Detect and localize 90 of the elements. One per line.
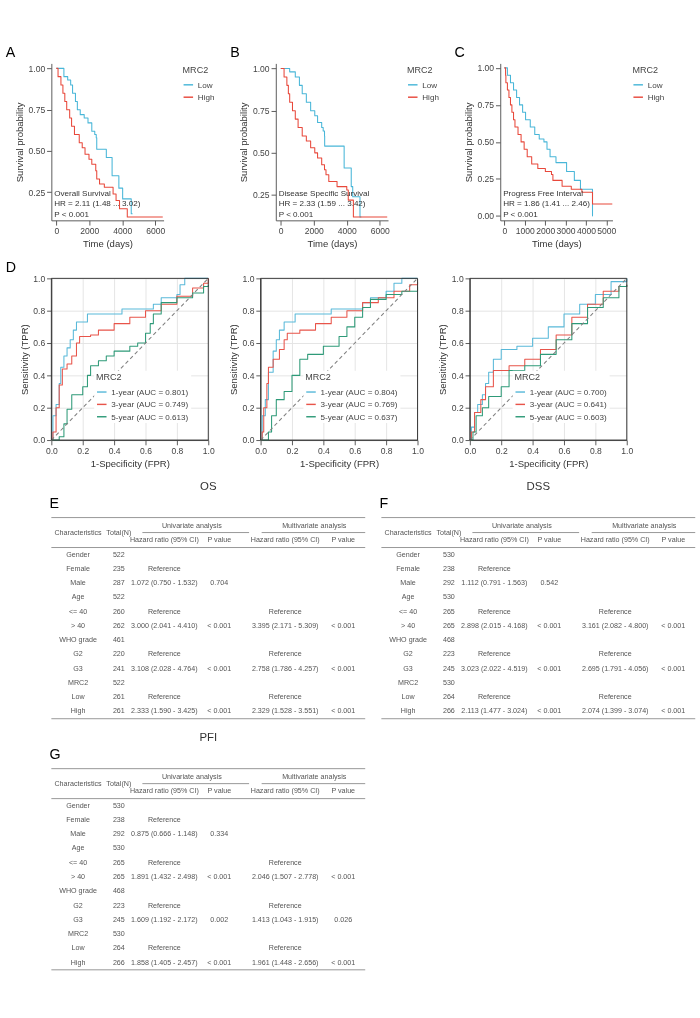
x-tick-label: 4000: [337, 226, 358, 237]
y-tick-label: 1.00: [252, 63, 270, 74]
y-tick-label: 0.6: [33, 338, 46, 349]
x-axis-title: Time (days): [307, 238, 358, 250]
x-tick-label: 2000: [536, 226, 556, 237]
x-axis-title: Time (days): [531, 238, 582, 250]
y-tick-label: 0.4: [242, 370, 255, 381]
x-tick-label: 0.2: [77, 445, 90, 456]
x-tick-label: 0.0: [45, 445, 59, 456]
text: D: [5, 258, 16, 275]
text: DSS: [526, 479, 551, 492]
x-tick-label: 2000: [304, 226, 324, 237]
x-tick-label: 6000: [370, 226, 391, 237]
y-tick-label: 0.25: [477, 174, 495, 185]
x-tick-label: 3000: [556, 226, 576, 237]
legend-title: MRC2: [305, 372, 331, 383]
y-axis-title: Sensitivity (TPR): [227, 324, 239, 396]
x-tick-label: 0.4: [108, 445, 121, 456]
legend-title: MRC2: [96, 372, 122, 383]
x-axis-title: 1-Specificity (FPR): [299, 458, 380, 470]
legend-title: MRC2: [182, 64, 209, 75]
x-tick-label: 0.2: [286, 445, 299, 456]
text: F: [379, 494, 389, 511]
x-tick-label: 0.0: [464, 445, 477, 456]
y-tick-label: 0.2: [242, 403, 255, 414]
y-tick-label: 0.75: [477, 100, 495, 111]
legend-title: MRC2: [407, 64, 433, 75]
y-tick-label: 0.2: [451, 403, 464, 414]
y-tick-label: 0.25: [252, 190, 270, 201]
x-tick-label: 0.4: [527, 445, 540, 456]
text: A: [5, 43, 16, 60]
legend-title: MRC2: [632, 64, 659, 75]
x-tick-label: 0: [278, 226, 284, 237]
x-axis-title: 1-Specificity (FPR): [509, 458, 589, 470]
text: PFI: [199, 730, 218, 743]
legend-title: MRC2: [514, 372, 541, 383]
y-tick-label: 1.0: [451, 273, 464, 284]
x-tick-label: 0.6: [558, 445, 571, 456]
text: B: [230, 43, 240, 60]
text: C: [454, 43, 465, 60]
y-tick-label: 0.8: [451, 306, 464, 317]
y-tick-label: 0.8: [33, 306, 46, 317]
x-tick-label: 0.8: [589, 445, 603, 456]
y-tick-label: 0.75: [28, 105, 46, 116]
y-tick-label: 0.50: [28, 146, 46, 157]
x-axis-title: 1-Specificity (FPR): [90, 458, 170, 470]
y-tick-label: 0.50: [252, 148, 270, 159]
x-tick-label: 0.4: [317, 445, 331, 456]
x-tick-label: 0: [502, 226, 508, 237]
x-tick-label: 1.0: [621, 445, 634, 456]
x-axis-title: Time (days): [83, 238, 133, 250]
x-tick-label: 0.8: [380, 445, 393, 456]
x-tick-label: 1.0: [202, 445, 215, 456]
y-tick-label: 0.00: [477, 211, 495, 222]
x-tick-label: 0.8: [171, 445, 184, 456]
y-tick-label: 1.0: [242, 273, 255, 284]
y-tick-label: 0.25: [28, 187, 46, 198]
y-tick-label: 0.0: [451, 435, 464, 446]
text: OS: [200, 479, 217, 492]
y-axis-title: Survival probability: [238, 102, 250, 183]
y-axis-title: Sensitivity (TPR): [437, 324, 449, 396]
text: E: [49, 494, 59, 511]
x-tick-label: 4000: [113, 226, 133, 237]
x-tick-label: 1000: [515, 226, 535, 237]
y-tick-label: 0.4: [451, 370, 464, 381]
y-tick-label: 0.4: [33, 370, 46, 381]
y-tick-label: 0.0: [33, 435, 46, 446]
x-tick-label: 4000: [576, 226, 597, 237]
x-tick-label: 5000: [597, 226, 617, 237]
y-tick-label: 0.2: [33, 403, 46, 414]
y-tick-label: 0.6: [242, 338, 255, 349]
x-tick-label: 0.6: [349, 445, 362, 456]
y-tick-label: 0.0: [242, 435, 255, 446]
y-tick-label: 0.6: [451, 338, 464, 349]
x-tick-label: 0: [54, 226, 60, 237]
y-axis-title: Survival probability: [462, 102, 474, 183]
y-tick-label: 0.8: [242, 306, 255, 317]
x-tick-label: 1.0: [412, 445, 425, 456]
y-tick-label: 0.50: [477, 137, 495, 148]
text: G: [49, 745, 61, 762]
x-tick-label: 6000: [146, 226, 166, 237]
y-tick-label: 1.0: [33, 273, 46, 284]
y-axis-title: Sensitivity (TPR): [18, 324, 30, 396]
x-tick-label: 2000: [80, 226, 100, 237]
y-tick-label: 1.00: [477, 63, 495, 74]
x-tick-label: 0.2: [495, 445, 508, 456]
y-tick-label: 1.00: [28, 63, 46, 74]
y-tick-label: 0.75: [252, 106, 270, 116]
y-axis-title: Survival probability: [13, 102, 25, 183]
x-tick-label: 0.6: [140, 445, 153, 456]
